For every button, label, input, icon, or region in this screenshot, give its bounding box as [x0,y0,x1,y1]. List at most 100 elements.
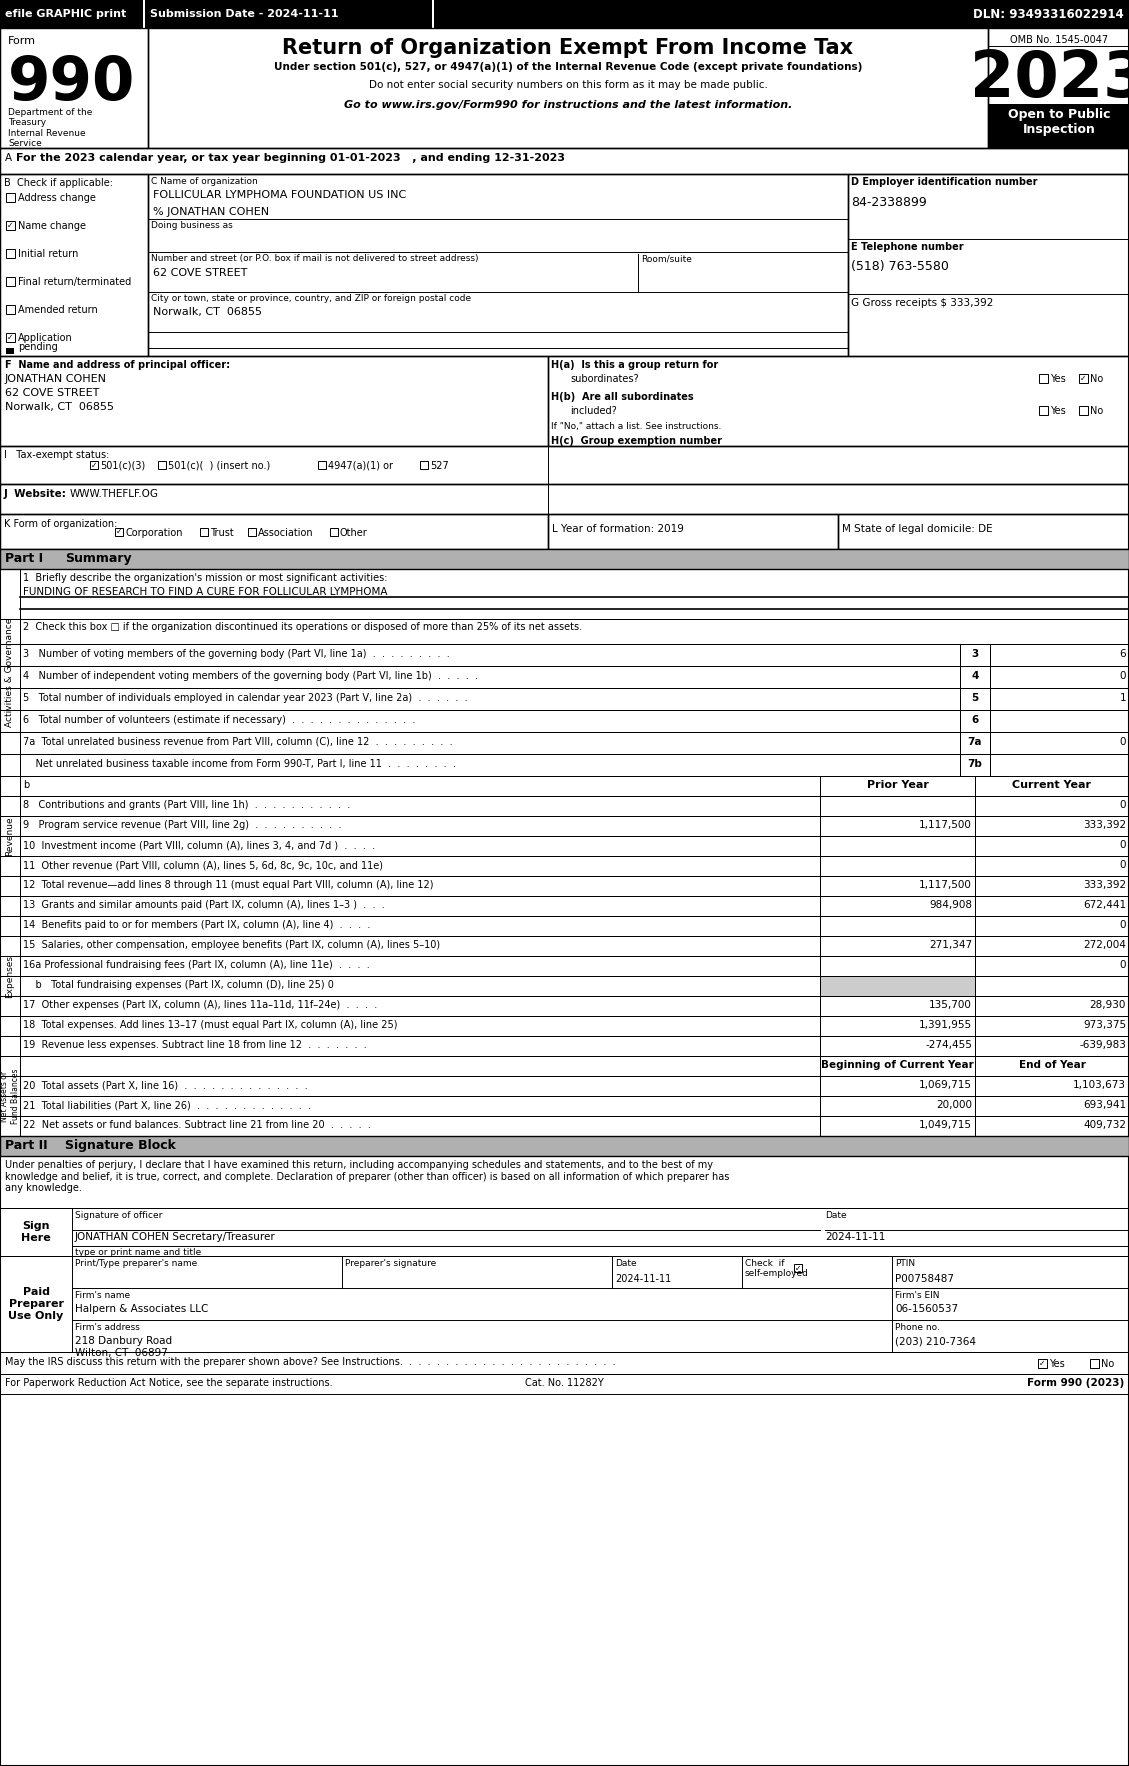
Text: ✓: ✓ [795,1263,802,1273]
Bar [20,645,960,666]
Bar [20,1015,820,1037]
Bar [0,620,20,645]
Bar [820,936,975,955]
Text: 4   Number of independent voting members of the governing body (Part VI, line 1b: 4 Number of independent voting members o… [23,671,478,682]
Bar [148,28,988,148]
Text: Expenses: Expenses [6,954,15,998]
Text: Revenue: Revenue [6,816,15,857]
Bar [0,775,20,796]
Text: J  Website:: J Website: [5,489,67,500]
Bar [1079,374,1088,383]
Bar [0,1353,1129,1374]
Bar [0,484,1129,514]
Bar [975,816,1129,835]
Bar [6,192,15,201]
Text: b: b [23,781,29,789]
Bar [6,221,15,230]
Bar [420,461,428,470]
Text: Net unrelated business taxable income from Form 990-T, Part I, line 11  .  .  . : Net unrelated business taxable income fr… [23,759,456,768]
Text: May the IRS discuss this return with the preparer shown above? See Instructions.: May the IRS discuss this return with the… [5,1356,615,1367]
Bar [820,895,975,917]
Text: 7a: 7a [968,736,982,747]
Text: Norwalk, CT  06855: Norwalk, CT 06855 [154,307,262,318]
Text: ✓: ✓ [116,526,122,537]
Bar [975,996,1129,1015]
Text: Sign
Here: Sign Here [21,1222,51,1243]
Text: Form 990 (2023): Form 990 (2023) [1026,1377,1124,1388]
Bar [820,1056,975,1075]
Text: 7b: 7b [968,759,982,768]
Text: 14  Benefits paid to or for members (Part IX, column (A), line 4)  .  .  .  .: 14 Benefits paid to or for members (Part… [23,920,370,931]
Bar [0,996,20,1015]
Text: 4: 4 [971,671,979,682]
Text: For the 2023 calendar year, or tax year beginning 01-01-2023   , and ending 12-3: For the 2023 calendar year, or tax year … [16,154,564,162]
Bar [0,357,548,447]
Text: End of Year: End of Year [1018,1060,1085,1070]
Bar [0,1374,1129,1393]
Text: Under penalties of perjury, I declare that I have examined this return, includin: Under penalties of perjury, I declare th… [5,1160,729,1194]
Text: 6: 6 [1119,648,1126,659]
Bar [820,876,975,895]
Text: 1,117,500: 1,117,500 [919,879,972,890]
Bar [990,666,1129,689]
Bar [0,569,20,620]
Bar [20,917,820,936]
Text: 10  Investment income (Part VIII, column (A), lines 3, 4, and 7d )  .  .  .  .: 10 Investment income (Part VIII, column … [23,841,375,849]
Text: 333,392: 333,392 [1083,879,1126,890]
Text: type or print name and title: type or print name and title [75,1249,201,1257]
Text: Form: Form [8,35,36,46]
Bar [0,917,20,936]
Text: 2023: 2023 [970,48,1129,109]
Text: 0: 0 [1120,920,1126,931]
Text: G Gross receipts $ 333,392: G Gross receipts $ 333,392 [851,298,994,307]
Bar [1039,406,1048,415]
Text: Room/suite: Room/suite [641,254,692,263]
Bar [20,710,960,731]
Bar [0,731,20,754]
Bar [20,977,820,996]
Text: 6   Total number of volunteers (estimate if necessary)  .  .  .  .  .  .  .  .  : 6 Total number of volunteers (estimate i… [23,715,415,726]
Text: 22  Net assets or fund balances. Subtract line 21 from line 20  .  .  .  .  .: 22 Net assets or fund balances. Subtract… [23,1120,370,1130]
Text: Under section 501(c), 527, or 4947(a)(1) of the Internal Revenue Code (except pr: Under section 501(c), 527, or 4947(a)(1)… [274,62,863,72]
Bar [820,796,975,816]
Text: D Employer identification number: D Employer identification number [851,177,1038,187]
Text: Corporation: Corporation [125,528,183,537]
Text: 5   Total number of individuals employed in calendar year 2023 (Part V, line 2a): 5 Total number of individuals employed i… [23,692,467,703]
Text: 84-2338899: 84-2338899 [851,196,927,208]
Text: 28,930: 28,930 [1089,1000,1126,1010]
Bar [330,528,338,535]
Text: 13  Grants and similar amounts paid (Part IX, column (A), lines 1–3 )  .  .  .: 13 Grants and similar amounts paid (Part… [23,901,385,909]
Bar [820,1037,975,1056]
Bar [848,175,1129,357]
Text: ✓: ✓ [1080,374,1087,383]
Bar [0,148,1129,175]
Text: Application: Application [18,334,72,343]
Bar [0,936,20,955]
Text: (518) 763-5580: (518) 763-5580 [851,260,948,274]
Text: Number and street (or P.O. box if mail is not delivered to street address): Number and street (or P.O. box if mail i… [151,254,479,263]
Bar [318,461,326,470]
Bar [115,528,123,535]
Bar [975,936,1129,955]
Text: No: No [1089,374,1103,383]
Bar [0,28,148,148]
Bar [820,996,975,1015]
Text: 1,069,715: 1,069,715 [919,1081,972,1090]
Text: If "No," attach a list. See instructions.: If "No," attach a list. See instructions… [551,422,721,431]
Bar [820,977,975,996]
Text: 9   Program service revenue (Part VIII, line 2g)  .  .  .  .  .  .  .  .  .  .: 9 Program service revenue (Part VIII, li… [23,819,341,830]
Text: included?: included? [570,406,616,417]
Bar [548,357,1129,447]
Bar [975,1116,1129,1136]
Bar [6,348,14,353]
Text: 333,392: 333,392 [1083,819,1126,830]
Bar [0,689,20,710]
Bar [0,666,20,689]
Text: 1,049,715: 1,049,715 [919,1120,972,1130]
Bar [0,549,1129,569]
Text: 1,117,500: 1,117,500 [919,819,972,830]
Bar [200,528,208,535]
Bar [0,710,20,731]
Text: H(c)  Group exemption number: H(c) Group exemption number [551,436,723,447]
Text: 501(c)(  ) (insert no.): 501(c)( ) (insert no.) [168,461,270,472]
